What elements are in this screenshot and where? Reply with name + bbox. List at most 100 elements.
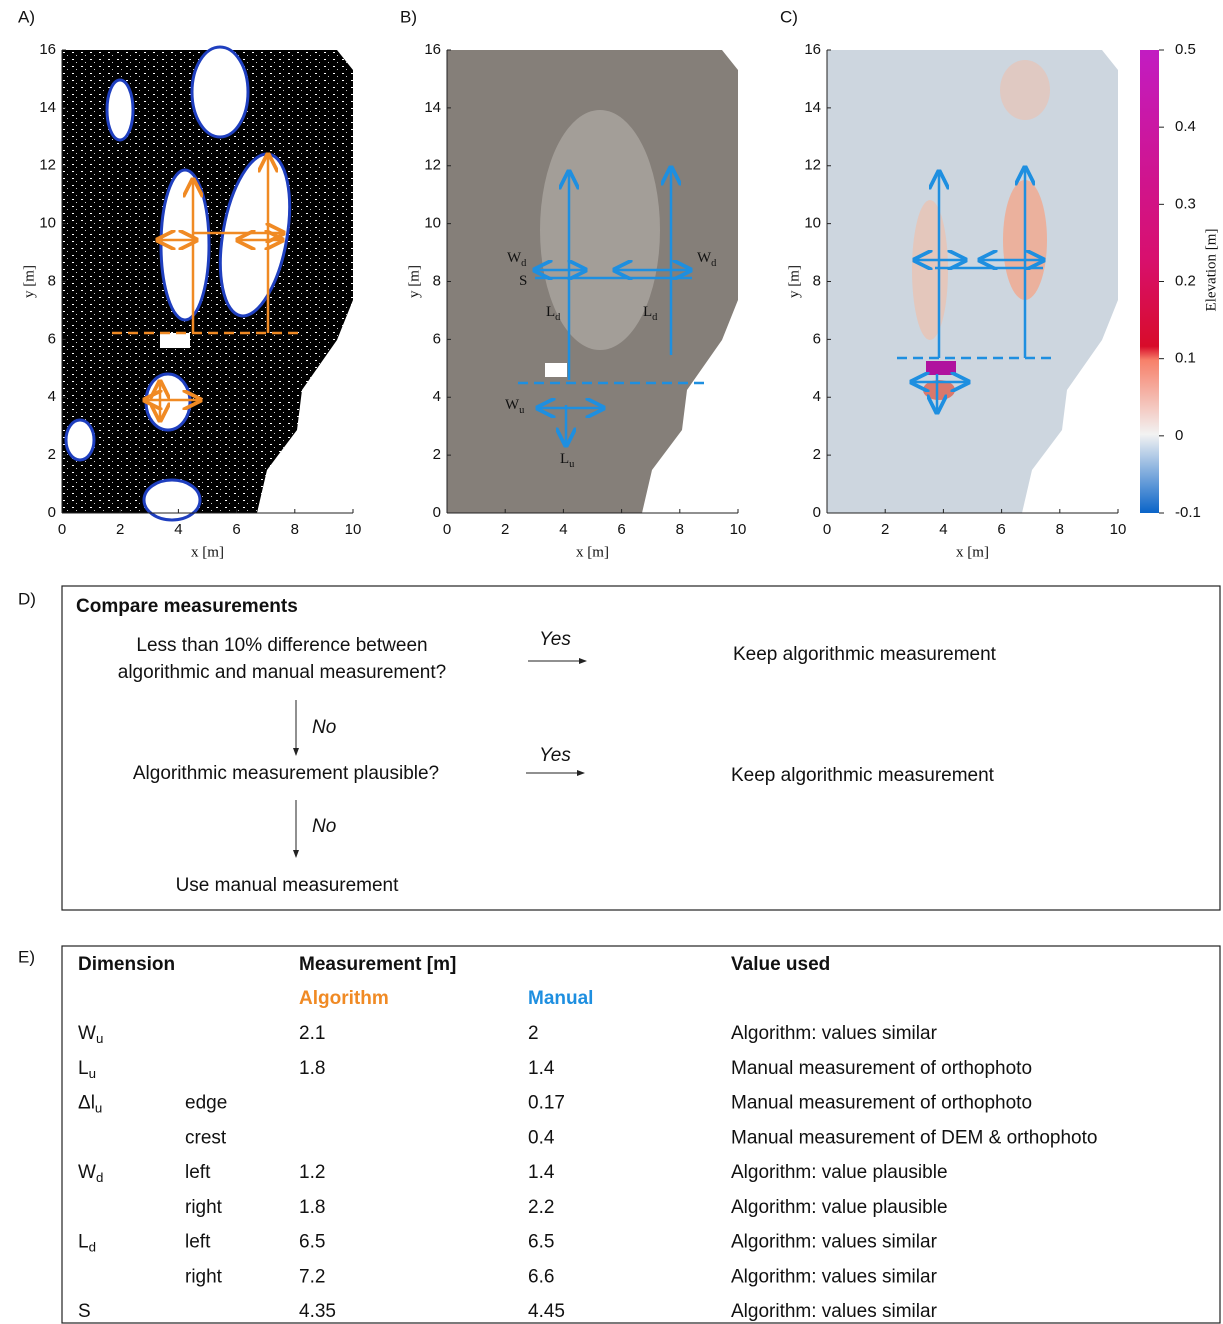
y-tick-label: 8 (813, 272, 821, 289)
table-used: Manual measurement of orthophoto (731, 1093, 1032, 1114)
table-part: right (185, 1197, 223, 1218)
annotation-sub: d (555, 312, 561, 323)
x-tick-label: 2 (501, 521, 509, 538)
table-manual: 0.4 (528, 1127, 555, 1148)
y-axis-label: y [m] (406, 265, 422, 298)
y-tick-label: 4 (48, 388, 56, 405)
table-dimension-main: Δl (78, 1093, 95, 1114)
table-used: Algorithm: values similar (731, 1301, 938, 1322)
flow-question: algorithmic and manual measurement? (118, 662, 446, 683)
x-tick-label: 10 (730, 521, 747, 538)
y-tick-label: 12 (804, 157, 821, 174)
table-dimension-sub: u (96, 1031, 103, 1046)
annotation: S (519, 273, 527, 289)
panel-b-image (447, 50, 738, 513)
x-tick-label: 4 (559, 521, 567, 538)
annotation-main: W (507, 250, 522, 266)
page: {"panels": { "labels": ["A)", "B)", "C)"… (0, 0, 1223, 1324)
panel-label: E) (18, 947, 35, 966)
colorbar-tick-label: 0.1 (1175, 350, 1196, 367)
x-axis-label: x [m] (191, 544, 224, 560)
y-tick-label: 12 (424, 157, 441, 174)
annotation-sub: u (519, 405, 525, 416)
table-dimension: Wd (78, 1162, 103, 1185)
y-tick-label: 0 (813, 504, 821, 521)
table-used: Algorithm: values similar (731, 1266, 938, 1287)
panel-label: B) (400, 7, 417, 26)
table-manual: 1.4 (528, 1058, 555, 1079)
y-tick-label: 8 (48, 272, 56, 289)
x-tick-label: 6 (232, 521, 240, 538)
annotation-main: S (519, 273, 527, 289)
table-algorithm: 1.8 (299, 1197, 325, 1218)
table-dimension-main: L (78, 1058, 89, 1079)
annotation-sub: d (711, 258, 717, 269)
flow-question: Algorithmic measurement plausible? (133, 763, 439, 784)
y-axis-label: y [m] (786, 265, 802, 298)
annotation-main: W (505, 397, 520, 413)
flow-yes: Yes (539, 629, 571, 650)
y-tick-label: 4 (433, 388, 441, 405)
y-tick-label: 12 (39, 157, 56, 174)
y-tick-label: 0 (48, 504, 56, 521)
y-tick-label: 4 (813, 388, 821, 405)
table-manual: 4.45 (528, 1301, 565, 1322)
colorbar-tick-label: 0.3 (1175, 195, 1196, 212)
x-tick-label: 4 (939, 521, 947, 538)
table-manual: 2.2 (528, 1197, 554, 1218)
x-tick-label: 10 (345, 521, 362, 538)
x-tick-label: 8 (676, 521, 684, 538)
colorbar-tick-label: -0.1 (1175, 504, 1201, 521)
y-tick-label: 14 (39, 99, 56, 116)
annotation-main: W (697, 250, 712, 266)
y-tick-label: 2 (813, 446, 821, 463)
table-part: right (185, 1266, 223, 1287)
x-tick-label: 0 (58, 521, 66, 538)
y-tick-label: 16 (39, 41, 56, 58)
table-used: Algorithm: values similar (731, 1023, 938, 1044)
panel-label: C) (780, 7, 798, 26)
y-tick-label: 6 (813, 330, 821, 347)
table-header: Measurement [m] (299, 954, 456, 975)
colorbar-label: Elevation [m] (1203, 229, 1219, 312)
y-tick-label: 2 (48, 446, 56, 463)
y-tick-label: 6 (48, 330, 56, 347)
flow-title: Compare measurements (76, 596, 298, 617)
table-algorithm: 2.1 (299, 1023, 325, 1044)
x-tick-label: 0 (443, 521, 451, 538)
x-tick-label: 2 (881, 521, 889, 538)
x-tick-label: 4 (174, 521, 182, 538)
table-manual: 1.4 (528, 1162, 555, 1183)
flow-result: Use manual measurement (176, 875, 400, 896)
annotation-main: L (546, 304, 555, 320)
table-header: Value used (731, 954, 830, 975)
x-tick-label: 8 (1056, 521, 1064, 538)
y-tick-label: 10 (424, 215, 441, 232)
colorbar-tick-label: 0.5 (1175, 41, 1196, 58)
annotation-sub: d (521, 258, 527, 269)
table-manual: 6.6 (528, 1266, 554, 1287)
table-manual: 6.5 (528, 1232, 554, 1253)
table-used: Algorithm: values similar (731, 1232, 938, 1253)
table-part: edge (185, 1093, 227, 1114)
flow-no: No (312, 717, 336, 738)
x-tick-label: 10 (1110, 521, 1127, 538)
panel-label: D) (18, 589, 36, 608)
table-dimension-sub: d (89, 1239, 96, 1254)
table-dimension: S (78, 1301, 91, 1322)
table-dimension-sub: u (89, 1065, 96, 1080)
table-dimension-main: W (78, 1023, 96, 1044)
table-dimension: Wu (78, 1023, 103, 1046)
table-algorithm: 1.8 (299, 1058, 325, 1079)
flow-yes: Yes (539, 745, 571, 766)
table-header: Algorithm (299, 988, 389, 1009)
panel-c-image (827, 50, 1159, 513)
y-tick-label: 14 (804, 99, 821, 116)
table-dimension: Ld (78, 1232, 96, 1255)
annotation-sub: u (569, 459, 575, 470)
flow-result: Keep algorithmic measurement (731, 765, 995, 786)
flow-result: Keep algorithmic measurement (733, 644, 997, 665)
y-axis-label: y [m] (21, 265, 37, 298)
table-algorithm: 1.2 (299, 1162, 325, 1183)
x-axis-label: x [m] (956, 544, 989, 560)
